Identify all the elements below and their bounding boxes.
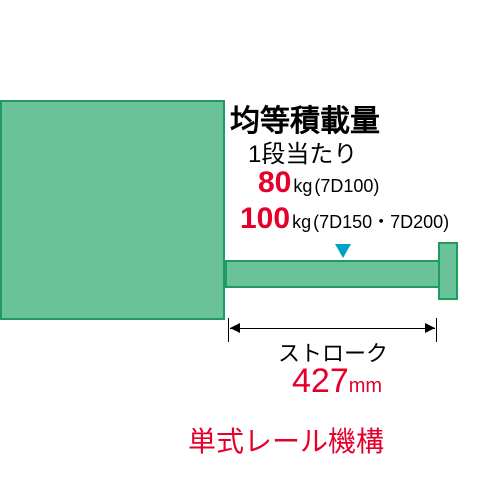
load1-code: (7D100) — [314, 176, 379, 197]
stroke-tick-right — [436, 318, 437, 342]
drawer-extended — [225, 260, 440, 288]
load2-value: 100 — [240, 202, 290, 236]
load2-unit: kg — [292, 212, 311, 233]
drawer-front — [438, 242, 458, 300]
stroke-arrow-right-icon — [425, 323, 435, 333]
stroke-value: 427mm — [292, 362, 382, 401]
stroke-tick-left — [228, 318, 229, 342]
stroke-arrow-left-icon — [230, 323, 240, 333]
cabinet-body — [0, 100, 225, 320]
stroke-number: 427 — [292, 362, 349, 400]
load1-value: 80 — [258, 166, 291, 200]
load1-unit: kg — [293, 176, 312, 197]
subtitle-per-tier: 1段当たり — [248, 134, 357, 169]
load-row-2: 100 kg (7D150・7D200) — [240, 202, 449, 236]
load-marker-icon — [335, 244, 351, 258]
stroke-dimension-line — [230, 328, 435, 329]
mechanism-label: 単式レール機構 — [188, 420, 384, 460]
stroke-unit: mm — [349, 375, 382, 397]
load2-code: (7D150・7D200) — [313, 208, 449, 234]
load-row-1: 80 kg (7D100) — [258, 166, 379, 200]
